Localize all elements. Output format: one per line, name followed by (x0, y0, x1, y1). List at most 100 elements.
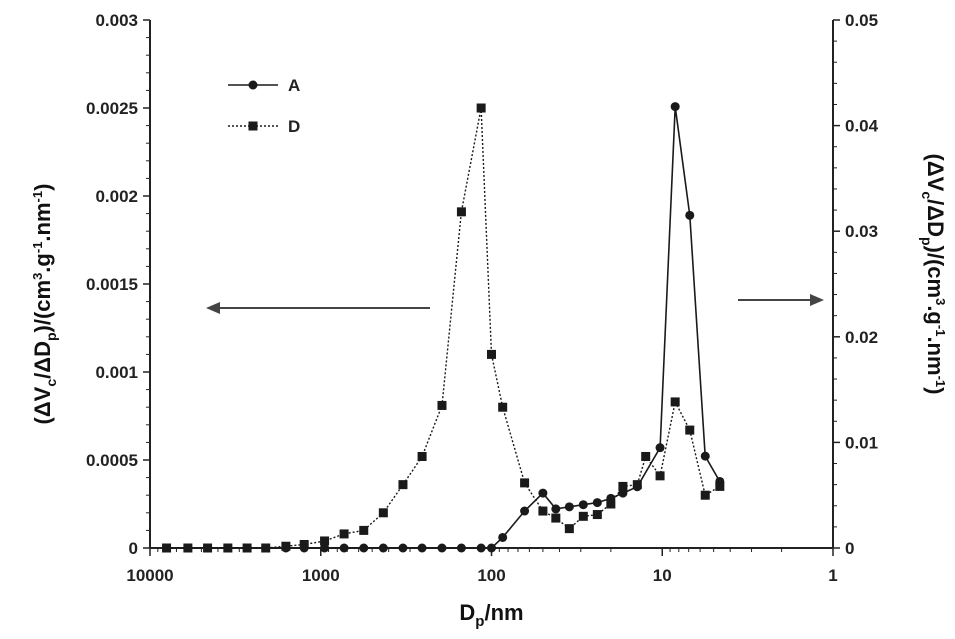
y-left-tick-label: 0.0015 (86, 275, 138, 294)
data-point-a (487, 543, 496, 553)
data-point-a (655, 443, 665, 453)
data-point-d (417, 451, 427, 461)
x-axis-title-sub: p (475, 613, 484, 630)
data-point-d (551, 513, 561, 523)
y-left-axis-title-part: .nm (30, 202, 55, 241)
y-left-axis-title: (ΔVc/ΔDp)/(cm3.g-1.nm-1) (30, 184, 59, 425)
y-right-tick-label: 0 (845, 539, 854, 558)
data-point-a (398, 543, 408, 553)
data-point-d (606, 499, 616, 509)
data-point-a (320, 543, 330, 553)
plot-frame (149, 20, 834, 549)
y-right-tick-label: 0.04 (845, 117, 879, 136)
y-left-axis-title-part: (ΔV (30, 386, 55, 424)
data-point-d (299, 539, 309, 549)
x-tick-label: 100 (477, 566, 505, 585)
x-axis-title: Dp/nm (459, 600, 523, 630)
data-point-a (520, 506, 530, 516)
data-point-d (261, 543, 271, 553)
data-point-a (670, 102, 680, 112)
data-point-a (476, 543, 486, 553)
legend: AD (228, 76, 300, 136)
y-right-axis-title-part: 3 (933, 298, 948, 305)
series-line-d (166, 107, 721, 549)
y-right-axis-title-part: c (919, 191, 935, 199)
y-left-tick-label: 0.001 (95, 363, 138, 382)
annotations (206, 294, 824, 314)
data-point-a (564, 502, 574, 512)
y-right-tick-label: 0.03 (845, 222, 878, 241)
y-right-tick-label: 0.01 (845, 433, 878, 452)
y-right-axis-title-part: p (919, 237, 935, 246)
data-point-d (242, 543, 252, 553)
data-point-d (700, 490, 710, 500)
data-point-a (359, 543, 369, 553)
y-left-tick-label: 0.002 (95, 187, 138, 206)
y-left-tick-label: 0.0025 (86, 99, 138, 118)
y-left-tick-label: 0 (129, 539, 138, 558)
data-point-d (498, 402, 508, 412)
data-point-d (538, 506, 548, 516)
data-point-d (655, 471, 665, 481)
y-left-axis-title-part: c (43, 379, 59, 387)
data-point-d (183, 543, 193, 553)
right-axis-arrow (738, 294, 824, 306)
data-point-d (618, 481, 628, 491)
data-point-a (437, 543, 447, 553)
y-right-axis-title-part: ) (923, 387, 948, 394)
data-point-a (551, 504, 561, 514)
axes: 10000 1000 100 10 100.00050.0010.00150.0020.… (86, 11, 879, 585)
y-right-axis-title-part: /ΔD (923, 199, 948, 237)
data-point-d (476, 103, 486, 113)
y-left-axis-title-part: /ΔD (30, 341, 55, 379)
y-right-axis-title-part: )/(cm (923, 246, 948, 299)
data-point-d (320, 536, 330, 546)
data-point-d (281, 541, 291, 551)
legend-label-a: A (288, 76, 300, 95)
y-right-axis-title: (ΔVc/ΔDp)/(cm3.g-1.nm-1) (919, 154, 948, 395)
data-point-d (670, 397, 680, 407)
data-point-a (578, 500, 588, 510)
legend-marker-d (248, 121, 258, 131)
data-point-d (398, 480, 408, 490)
y-right-tick-label: 0.05 (845, 11, 878, 30)
y-right-axis-title-part: .g (923, 305, 948, 325)
y-left-axis-title-part: .g (30, 253, 55, 273)
data-point-d (487, 349, 496, 359)
data-point-a (339, 543, 349, 553)
y-right-axis-title-part: -1 (933, 325, 948, 337)
data-point-a (456, 543, 466, 553)
data-point-a (685, 210, 695, 220)
axis-titles: Dp/nm(ΔVc/ΔDp)/(cm3.g-1.nm-1) (ΔVc/ΔDp)/(… (30, 154, 948, 630)
data-point-d (564, 524, 574, 534)
y-left-axis-title-part: -1 (30, 191, 45, 203)
data-point-a (378, 543, 388, 553)
y-right-axis-title-part: (ΔV (923, 154, 948, 192)
left-arrow-head (206, 302, 220, 314)
data-point-d (339, 529, 349, 539)
right-arrow-head (810, 294, 824, 306)
x-tick-label: 1000 (302, 566, 340, 585)
data-point-d (715, 481, 725, 491)
y-right-axis-title-part: .nm (923, 336, 948, 375)
y-left-tick-label: 0.0005 (86, 451, 138, 470)
x-tick-label: 1 (828, 566, 837, 585)
y-left-axis-title-part: -1 (30, 242, 45, 254)
data-point-a (498, 532, 508, 542)
x-tick-label: 10000 (126, 566, 173, 585)
data-point-d (685, 425, 695, 435)
data-point-d (641, 451, 651, 461)
data-point-d (437, 400, 447, 410)
y-left-axis-title-part: )/(cm (30, 280, 55, 333)
legend-label-d: D (288, 117, 300, 136)
series-layer (162, 102, 725, 553)
y-left-axis-title-part: 3 (30, 273, 45, 280)
x-axis-title-main: D (459, 600, 475, 625)
x-tick-label: 10 (653, 566, 672, 585)
y-left-tick-label: 0.003 (95, 11, 138, 30)
y-left-axis-title-part: ) (30, 184, 55, 191)
y-right-tick-label: 0.02 (845, 328, 878, 347)
data-point-a (538, 488, 548, 498)
data-point-d (203, 543, 213, 553)
data-point-a (417, 543, 427, 553)
